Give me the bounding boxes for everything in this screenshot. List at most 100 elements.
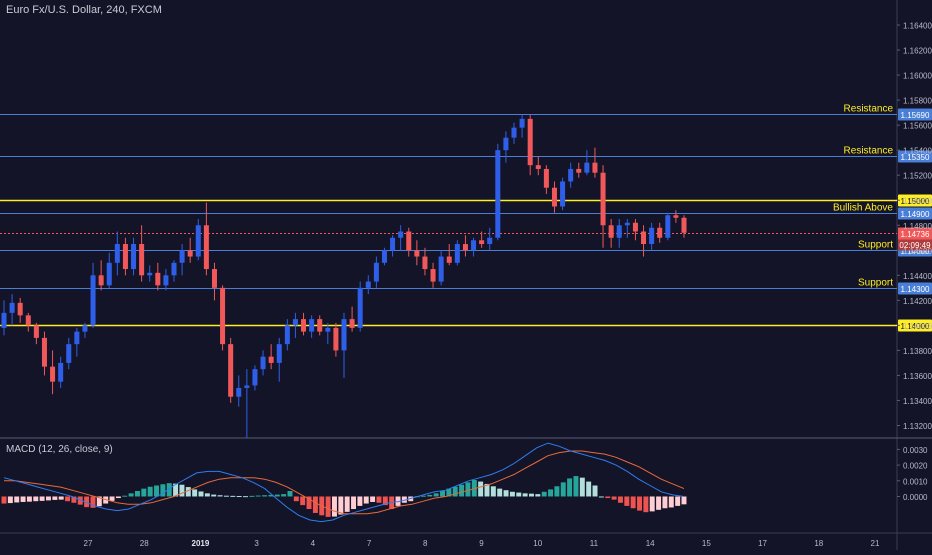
candle-body: [349, 319, 355, 328]
countdown-tag: [898, 239, 932, 251]
macd-histogram-bar: [440, 490, 445, 497]
macd-histogram-bar: [503, 490, 509, 497]
candle-body: [390, 237, 396, 251]
price-axis-label: 1.15400: [903, 147, 932, 156]
macd-axis-label: 0.0000: [903, 493, 928, 502]
candle-body: [309, 319, 315, 332]
macd-histogram-bar: [370, 496, 376, 502]
macd-indicator-title[interactable]: MACD (12, 26, close, 9): [6, 444, 113, 455]
macd-histogram-bar: [592, 485, 598, 497]
candle-body: [25, 315, 31, 326]
levels-layer: 1.15690 Resistance 1.15350 Resistance 1.1500…: [0, 104, 932, 332]
macd-histogram-bar: [249, 495, 255, 497]
candle-body: [1, 312, 7, 328]
macd-histogram-bar: [96, 496, 102, 507]
macd-histogram-bar: [77, 496, 83, 505]
candle-body: [341, 319, 347, 351]
macd-histogram-bar: [478, 481, 484, 497]
candle-body: [406, 231, 412, 251]
candle-body: [398, 231, 404, 238]
macd-histogram-bar: [351, 496, 357, 510]
macd-layer: [1, 442, 687, 523]
candle-body: [163, 275, 169, 286]
candle-body: [471, 240, 477, 251]
candle-body: [131, 244, 137, 270]
candle-body: [171, 262, 177, 276]
candle-body: [641, 231, 647, 245]
macd-histogram-bar: [554, 486, 560, 497]
level-price-label: 1.14000: [901, 322, 930, 331]
macd-histogram-bar: [147, 486, 153, 497]
macd-histogram-bar: [192, 489, 198, 497]
time-axis-label: 17: [758, 539, 767, 548]
macd-histogram-bar: [20, 496, 26, 502]
macd-histogram-bar: [198, 491, 204, 497]
candle-body: [430, 269, 436, 282]
candle-body: [357, 287, 363, 328]
candle-body: [551, 187, 557, 207]
macd-histogram-bar: [287, 490, 293, 497]
macd-axis-label: 0.0020: [903, 462, 928, 471]
candle-body: [203, 225, 209, 270]
candle-body: [560, 181, 566, 207]
level-price-tag: [898, 108, 932, 121]
price-axis-label: 1.16200: [903, 47, 932, 56]
level-annotation: Bullish Above: [833, 203, 893, 214]
macd-histogram-bar: [7, 496, 13, 504]
price-axis-label: 1.15600: [903, 122, 932, 131]
macd-histogram-bar: [675, 496, 681, 506]
macd-histogram-bar: [33, 496, 39, 502]
macd-histogram-bar: [166, 483, 172, 497]
macd-histogram-bar: [300, 496, 306, 506]
candle-body: [657, 227, 663, 238]
macd-histogram-bar: [598, 496, 604, 498]
macd-histogram-bar: [637, 496, 642, 511]
price-axis-label: 1.14000: [903, 322, 932, 331]
candle-body: [527, 118, 533, 166]
candle-body: [268, 356, 274, 363]
time-axis-label: 11: [590, 539, 599, 548]
macd-histogram-bar: [274, 494, 280, 497]
current-price-label: 1.14736: [901, 230, 930, 239]
candle-body: [211, 269, 217, 288]
macd-histogram-bar: [217, 495, 223, 497]
macd-histogram-bar: [446, 488, 452, 497]
level-annotation: Resistance: [844, 146, 894, 157]
macd-histogram-bar: [586, 481, 592, 497]
candle-body: [122, 244, 128, 270]
macd-histogram-bar: [528, 493, 534, 497]
macd-histogram-bar: [223, 495, 229, 497]
macd-histogram-bar: [509, 491, 515, 497]
macd-histogram-bar: [293, 496, 299, 502]
candle-body: [74, 331, 80, 345]
macd-histogram-bar: [115, 496, 121, 499]
candle-body: [82, 325, 88, 332]
macd-histogram-bar: [52, 496, 58, 500]
countdown-label: 02:09:49: [899, 241, 931, 250]
macd-histogram-bar: [90, 496, 96, 508]
time-axis-label: 10: [533, 539, 542, 548]
price-axis-label: 1.16400: [903, 22, 932, 31]
candle-body: [511, 127, 517, 138]
price-axis-label: 1.14800: [903, 222, 932, 231]
candle-body: [252, 369, 258, 386]
candle-body: [373, 262, 379, 282]
candle-body: [50, 366, 56, 382]
candles-layer[interactable]: [1, 115, 687, 438]
price-axis-label: 1.13400: [903, 397, 932, 406]
level-price-label: 1.14300: [901, 285, 930, 294]
macd-histogram-bar: [325, 496, 331, 517]
level-price-label: 1.15350: [901, 153, 930, 162]
candle-body: [155, 272, 161, 286]
candle-body: [624, 222, 630, 226]
chart-title: Euro Fx/U.S. Dollar, 240, FXCM: [6, 4, 162, 16]
price-axis-label: 1.14200: [903, 297, 932, 306]
candle-body: [66, 344, 72, 363]
candle-body: [608, 225, 614, 238]
candle-body: [147, 272, 153, 276]
candle-body: [649, 227, 655, 245]
macd-histogram-bar: [331, 496, 337, 517]
macd-histogram-bar: [573, 476, 579, 497]
